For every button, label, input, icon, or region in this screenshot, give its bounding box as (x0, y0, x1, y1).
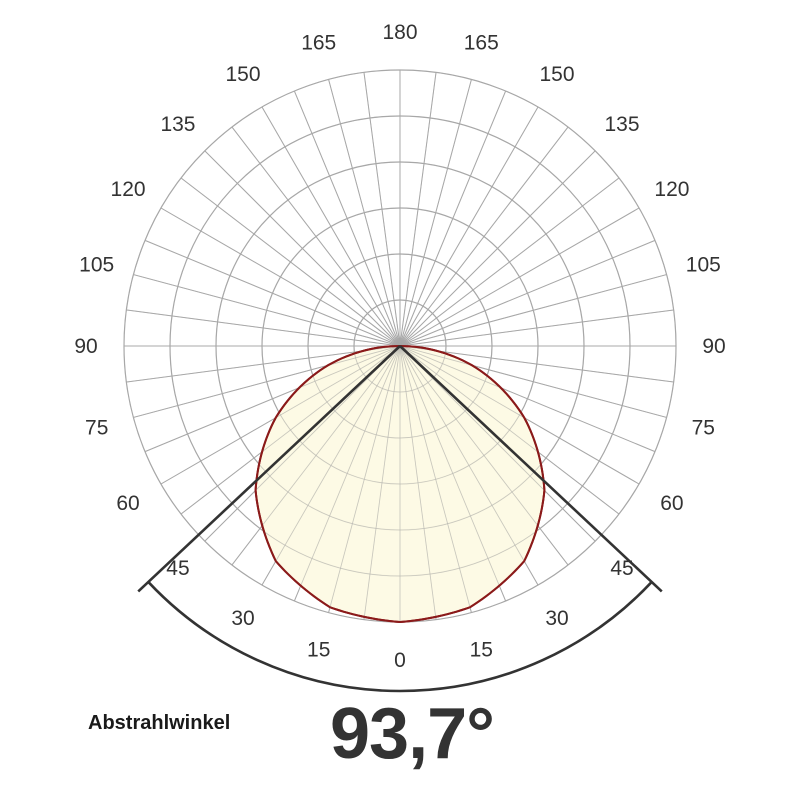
angle-label-left: 120 (111, 178, 146, 201)
grid-ring-overlay (353, 299, 447, 393)
beam-angle-indicator (137, 345, 663, 693)
angle-label-right: 30 (545, 607, 568, 630)
angle-label-right: 60 (660, 492, 683, 515)
grid-ring-overlay (261, 207, 539, 485)
angle-label-left: 45 (166, 557, 189, 580)
angle-label-right: 105 (686, 254, 721, 277)
angle-label-left: 90 (74, 335, 97, 358)
angle-label-left: 150 (225, 63, 260, 86)
grid-ring-overlay (215, 161, 585, 531)
angle-label-right: 165 (464, 32, 499, 55)
beam-angle-caption: Abstrahlwinkel (88, 712, 231, 734)
angle-label-left: 60 (116, 492, 139, 515)
angle-label-right: 120 (654, 178, 689, 201)
angle-label-right: 45 (610, 557, 633, 580)
angle-label-right: 15 (470, 638, 493, 661)
angle-label-right: 150 (539, 63, 574, 86)
grid-ring-overlay (169, 115, 631, 577)
beam-line-right (399, 345, 663, 593)
angle-label-right: 90 (702, 335, 725, 358)
angle-label-right: 75 (692, 416, 715, 439)
angle-label-left: 180 (382, 21, 417, 44)
angle-label-left: 135 (160, 113, 195, 136)
angle-label-left: 165 (301, 32, 336, 55)
angle-label-left: 15 (307, 638, 330, 661)
beam-angle-value: 93,7° (330, 694, 495, 774)
beam-arc (147, 581, 653, 693)
angle-label-right: 135 (605, 113, 640, 136)
grid-ring-overlay (307, 253, 493, 439)
distribution-outline (254, 344, 546, 624)
angle-label-left: 105 (79, 254, 114, 277)
angle-label-left: 75 (85, 416, 108, 439)
angle-label-left: 0 (394, 649, 406, 672)
beam-line-left (137, 345, 401, 593)
angle-label-left: 30 (231, 607, 254, 630)
